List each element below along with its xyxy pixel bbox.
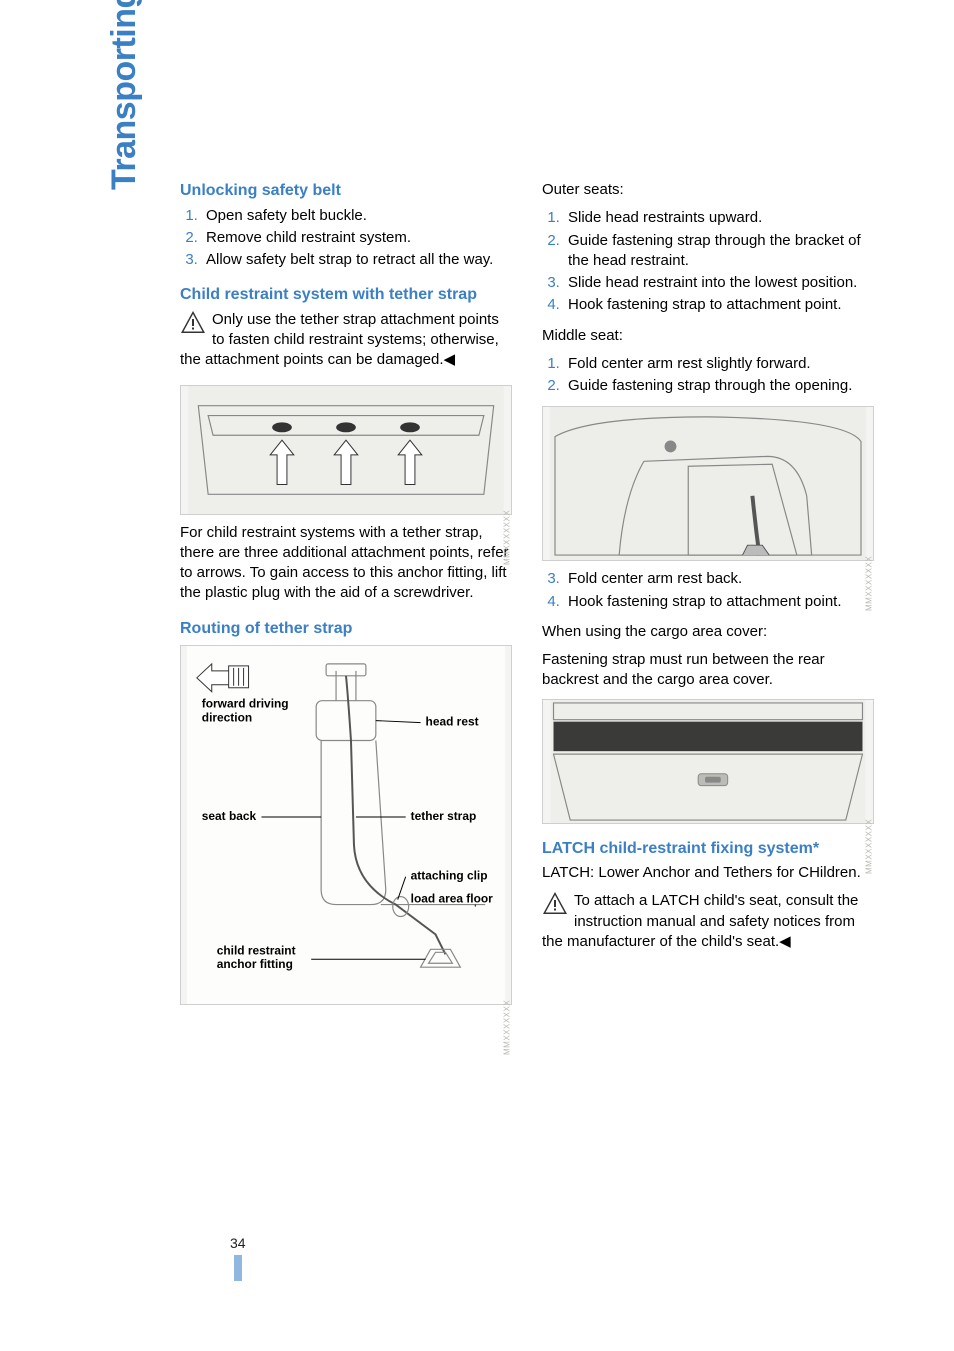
left-column: Unlocking safety belt Open safety belt b… <box>180 180 512 1013</box>
figure-cargo-cover: MMXXXXXXX <box>542 699 874 824</box>
warning-icon <box>180 310 206 334</box>
figure-cargo-anchors: MMXXXXXXX <box>180 385 512 515</box>
figure-code: MMXXXXXXX <box>864 819 875 874</box>
list-item: Guide fastening strap through the openin… <box>564 376 874 396</box>
figure-code: MMXXXXXXX <box>502 1000 513 1055</box>
figure-armrest: MMXXXXXXX <box>542 406 874 561</box>
list-item: Allow safety belt strap to retract all t… <box>202 250 512 270</box>
svg-text:load area floor: load area floor <box>411 892 494 906</box>
heading-routing: Routing of tether strap <box>180 618 512 640</box>
warning-text: Only use the tether strap attachment poi… <box>180 311 499 369</box>
paragraph-tether-info: For child restraint systems with a tethe… <box>180 523 512 604</box>
label-middle-seat: Middle seat: <box>542 326 874 346</box>
figure-code: MMXXXXXXX <box>502 510 513 565</box>
svg-text:tether strap: tether strap <box>411 809 477 823</box>
list-middle-seat: Fold center arm rest slightly forward. G… <box>542 354 874 397</box>
list-unlocking: Open safety belt buckle. Remove child re… <box>180 206 512 271</box>
list-outer-seats: Slide head restraints upward. Guide fast… <box>542 208 874 315</box>
page-number-bar <box>234 1255 242 1281</box>
heading-latch: LATCH child-restraint fixing system* <box>542 838 874 860</box>
label-outer-seats: Outer seats: <box>542 180 874 200</box>
svg-text:child restraint: child restraint <box>217 944 296 958</box>
list-item: Fold center arm rest slightly forward. <box>564 354 874 374</box>
svg-text:forward driving: forward driving <box>202 697 289 711</box>
paragraph-cargo-cover: When using the cargo area cover: <box>542 622 874 642</box>
svg-text:head rest: head rest <box>426 715 479 729</box>
svg-text:attaching clip: attaching clip <box>411 869 488 883</box>
list-after-image: Fold center arm rest back. Hook fastenin… <box>542 569 874 612</box>
paragraph-fastening-strap: Fastening strap must run between the rea… <box>542 650 874 691</box>
list-item: Open safety belt buckle. <box>202 206 512 226</box>
svg-text:anchor fitting: anchor fitting <box>217 957 293 971</box>
list-item: Slide head restraint into the lowest pos… <box>564 273 874 293</box>
page-number: 34 <box>230 1235 246 1251</box>
warning-icon <box>542 891 568 915</box>
list-item: Hook fastening strap to attachment point… <box>564 592 874 612</box>
figure-routing-diagram: forward driving direction head rest seat… <box>180 645 512 1005</box>
figure-code: MMXXXXXXX <box>864 556 875 611</box>
side-tab-title: Transporting children safely <box>105 0 144 190</box>
list-item: Fold center arm rest back. <box>564 569 874 589</box>
list-item: Hook fastening strap to attachment point… <box>564 295 874 315</box>
svg-text:seat back: seat back <box>202 809 257 823</box>
list-item: Slide head restraints upward. <box>564 208 874 228</box>
svg-text:direction: direction <box>202 711 252 725</box>
content-columns: Unlocking safety belt Open safety belt b… <box>180 180 874 1013</box>
list-item: Remove child restraint system. <box>202 228 512 248</box>
warning-block: Only use the tether strap attachment poi… <box>180 310 512 371</box>
page-number-wrap: 34 <box>230 1235 246 1281</box>
right-column: Outer seats: Slide head restraints upwar… <box>542 180 874 1013</box>
page: Transporting children safely Unlocking s… <box>0 0 954 1351</box>
warning-block-latch: To attach a LATCH child's seat, consult … <box>542 891 874 952</box>
paragraph-latch: LATCH: Lower Anchor and Tethers for CHil… <box>542 863 874 883</box>
list-item: Guide fastening strap through the bracke… <box>564 231 874 272</box>
heading-child-restraint: Child restraint system with tether strap <box>180 284 512 306</box>
warning-text: To attach a LATCH child's seat, consult … <box>542 892 858 950</box>
heading-unlocking: Unlocking safety belt <box>180 180 512 202</box>
